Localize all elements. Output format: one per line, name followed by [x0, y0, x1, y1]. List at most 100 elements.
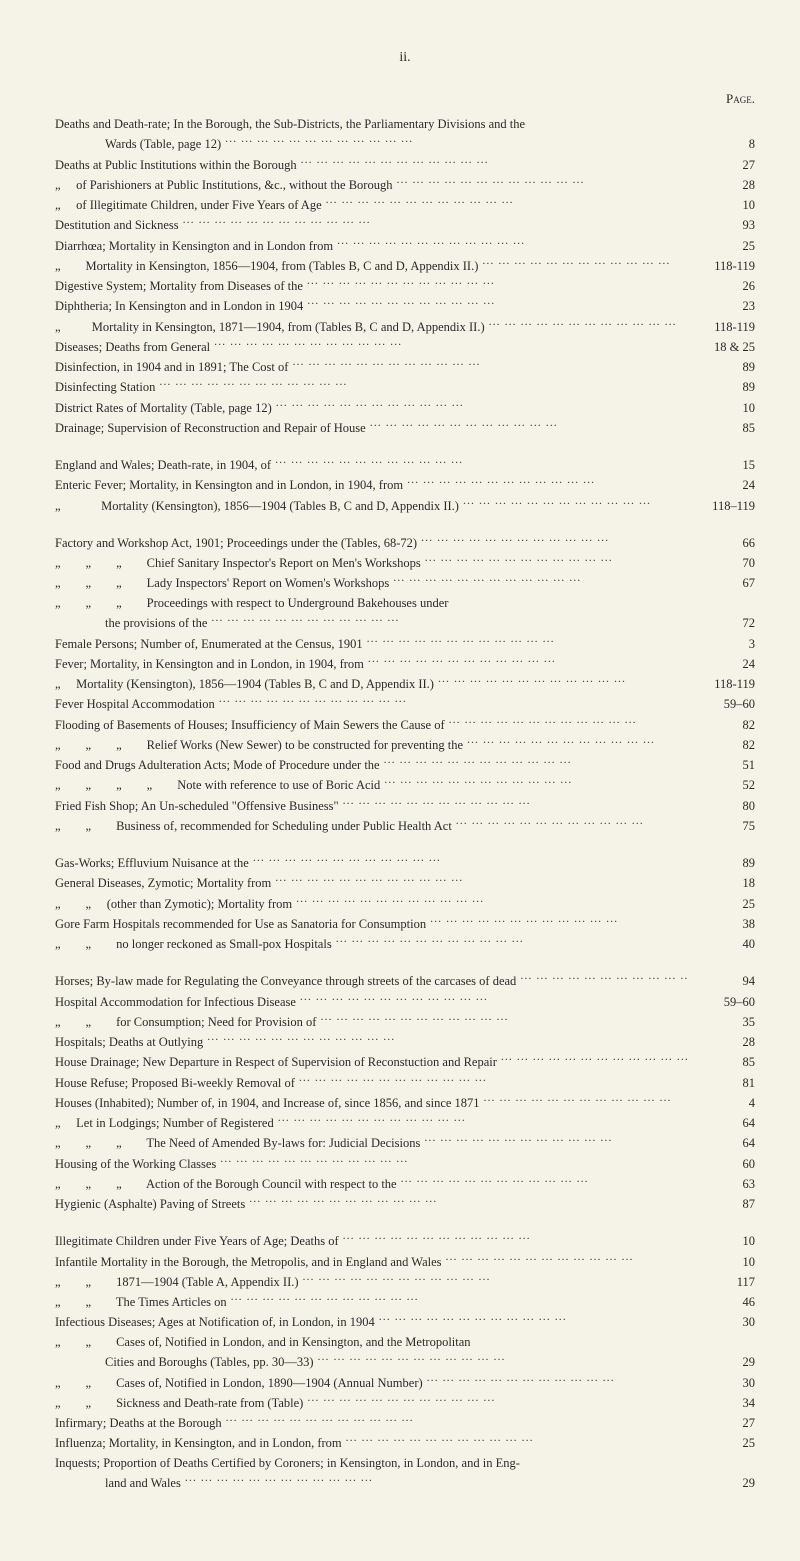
index-entry: Influenza; Mortality, in Kensington, and…: [55, 1434, 755, 1453]
index-entry-page: 93: [692, 216, 755, 235]
index-entry-text: „ „ for Consumption; Need for Provision …: [55, 1013, 316, 1032]
leader-dots: [307, 277, 688, 291]
leader-dots: [343, 796, 688, 810]
leader-dots: [384, 776, 688, 790]
leader-dots: [231, 1293, 688, 1307]
index-entry: Food and Drugs Adulteration Acts; Mode o…: [55, 756, 755, 775]
index-entry-page: 18: [692, 874, 755, 893]
leader-dots: [278, 1114, 688, 1128]
leader-dots: [501, 1053, 688, 1067]
index-entry-text: General Diseases, Zymotic; Mortality fro…: [55, 874, 271, 893]
index-entry: Infirmary; Deaths at the Borough27: [55, 1414, 755, 1433]
index-entry: General Diseases, Zymotic; Mortality fro…: [55, 874, 755, 893]
leader-dots: [249, 1195, 688, 1209]
index-entry-page: 15: [692, 456, 755, 475]
leader-dots: [407, 476, 688, 490]
index-entry-text: „ Mortality in Kensington, 1871—1904, fr…: [55, 318, 485, 337]
index-entry: Flooding of Basements of Houses; Insuffi…: [55, 715, 755, 734]
leader-dots: [275, 874, 688, 888]
index-entry-page: 81: [692, 1074, 755, 1093]
index-entry-page: 64: [692, 1114, 755, 1133]
leader-dots: [320, 1012, 688, 1026]
leader-dots: [343, 1232, 688, 1246]
leader-dots: [183, 216, 688, 230]
index-entry-page: 26: [692, 277, 755, 296]
index-entry-text: Deaths at Public Institutions within the…: [55, 156, 297, 175]
index-entry: „ „ Cases of, Notified in London, and in…: [55, 1333, 755, 1352]
leader-dots: [301, 155, 688, 169]
index-entry: Infectious Diseases; Ages at Notificatio…: [55, 1313, 755, 1332]
index-entry: „ „ Sickness and Death-rate from (Table)…: [55, 1393, 755, 1412]
index-entry-text: Houses (Inhabited); Number of, in 1904, …: [55, 1094, 480, 1113]
index-entry-page: 10: [692, 399, 755, 418]
index-entry: Deaths at Public Institutions within the…: [55, 155, 755, 174]
leader-dots: [484, 1093, 688, 1107]
index-block: England and Wales; Death-rate, in 1904, …: [55, 456, 755, 516]
leader-dots: [300, 992, 688, 1006]
index-entry-page: 89: [692, 378, 755, 397]
leader-dots: [214, 337, 688, 351]
leader-dots: [219, 695, 688, 709]
index-entry-text: „ Mortality in Kensington, 1856—1904, fr…: [55, 257, 478, 276]
index-entry-text: Flooding of Basements of Houses; Insuffi…: [55, 716, 445, 735]
index-entry-page: 8: [692, 135, 755, 154]
index-entry: „ Mortality (Kensington), 1856—1904 (Tab…: [55, 675, 755, 694]
index-entry-text: Hospitals; Deaths at Outlying: [55, 1033, 203, 1052]
index-entry: „ of Parishioners at Public Institutions…: [55, 175, 755, 194]
index-entry-text: „ of Parishioners at Public Institutions…: [55, 176, 392, 195]
index-entry: „ „ The Times Articles on46: [55, 1293, 755, 1312]
leader-dots: [370, 418, 688, 432]
index-entry-text: Gas-Works; Effluvium Nuisance at the: [55, 854, 249, 873]
index-entry-page: 80: [692, 797, 755, 816]
index-entry: Deaths and Death-rate; In the Borough, t…: [55, 115, 755, 134]
index-entry-page: 82: [692, 736, 755, 755]
index-entry-text: „ Mortality (Kensington), 1856—1904 (Tab…: [55, 675, 434, 694]
index-entry: Hygienic (Asphalte) Paving of Streets87: [55, 1195, 755, 1214]
index-entry-text: the provisions of the: [55, 614, 207, 633]
index-entry: District Rates of Mortality (Table, page…: [55, 398, 755, 417]
leader-dots: [317, 1353, 688, 1367]
index-entry-page: 34: [692, 1394, 755, 1413]
index-entry-text: Horses; By-law made for Regulating the C…: [55, 972, 516, 991]
index-entry: Factory and Workshop Act, 1901; Proceedi…: [55, 533, 755, 552]
leader-dots: [337, 236, 688, 250]
index-entry: „ „ (other than Zymotic); Mortality from…: [55, 894, 755, 913]
index-entry-page: 82: [692, 716, 755, 735]
index-entry-page: 30: [692, 1374, 755, 1393]
index-entry-page: 30: [692, 1313, 755, 1332]
index-entry-text: Influenza; Mortality, in Kensington, and…: [55, 1434, 342, 1453]
index-entry-page: 25: [692, 1434, 755, 1453]
leader-dots: [292, 358, 688, 372]
index-entry-text: Food and Drugs Adulteration Acts; Mode o…: [55, 756, 380, 775]
index-entry-page: 118-119: [692, 257, 755, 276]
index-block: Factory and Workshop Act, 1901; Proceedi…: [55, 533, 755, 835]
index-entry: „ „ for Consumption; Need for Provision …: [55, 1012, 755, 1031]
index-entry-page: 59–60: [692, 993, 755, 1012]
index-entry-text: Digestive System; Mortality from Disease…: [55, 277, 303, 296]
index-entry: Fever Hospital Accommodation59–60: [55, 695, 755, 714]
leader-dots: [226, 1414, 688, 1428]
leader-dots: [307, 1393, 688, 1407]
index-entry-page: 67: [692, 574, 755, 593]
index-entry-text: „ Let in Lodgings; Number of Registered: [55, 1114, 274, 1133]
index-entry-text: „ „ Business of, recommended for Schedul…: [55, 817, 452, 836]
index-entry: Disinfection, in 1904 and in 1891; The C…: [55, 358, 755, 377]
index-entry: „ „ „ Action of the Borough Council with…: [55, 1174, 755, 1193]
index-entry-page: 52: [692, 776, 755, 795]
index-entry-text: Hospital Accommodation for Infectious Di…: [55, 993, 296, 1012]
index-entry-text: Fried Fish Shop; An Un-scheduled "Offens…: [55, 797, 339, 816]
leader-dots: [393, 574, 688, 588]
index-entry-page: 40: [692, 935, 755, 954]
leader-dots: [368, 654, 688, 668]
leader-dots: [396, 175, 688, 189]
index-entry: Female Persons; Number of, Enumerated at…: [55, 634, 755, 653]
index-entry: „ Let in Lodgings; Number of Registered 6…: [55, 1114, 755, 1133]
index-entry-text: Gore Farm Hospitals recommended for Use …: [55, 915, 426, 934]
leader-dots: [384, 756, 688, 770]
index-entry: „ „ Business of, recommended for Schedul…: [55, 816, 755, 835]
index-entry-page: 24: [692, 655, 755, 674]
index-entry-page: 29: [692, 1353, 755, 1372]
index-entry-text: Diphtheria; In Kensington and in London …: [55, 297, 303, 316]
leader-dots: [430, 914, 688, 928]
index-entry-text: „ of Illegitimate Children, under Five Y…: [55, 196, 322, 215]
